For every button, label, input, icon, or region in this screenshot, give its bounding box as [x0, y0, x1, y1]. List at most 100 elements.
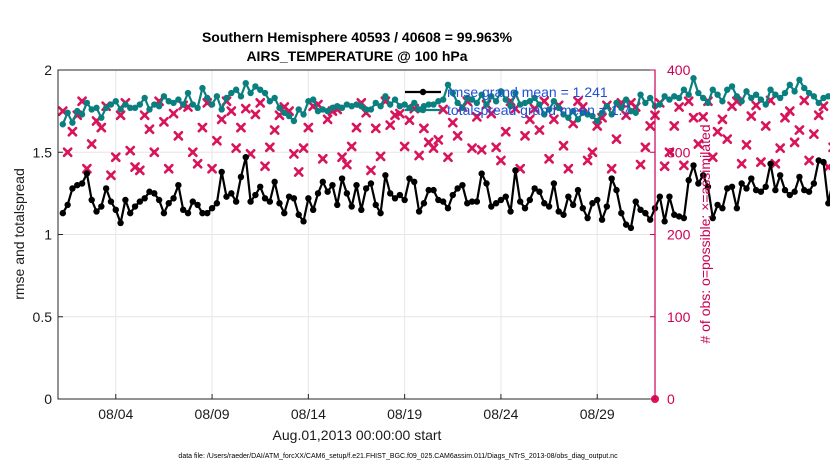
spread-point: [300, 111, 307, 118]
rmse-point: [767, 160, 774, 167]
spread-point: [473, 99, 481, 107]
obs-point-center: [479, 147, 484, 152]
spread-point: [507, 102, 514, 110]
rmse-point: [372, 201, 379, 209]
obs-point: [760, 121, 771, 131]
obs-point: [159, 116, 169, 127]
spread-point: [184, 89, 192, 97]
obs-point-center: [802, 98, 807, 103]
obs-point-center: [566, 166, 571, 171]
obs-point-center: [445, 154, 451, 160]
spread-point: [820, 94, 827, 102]
obs-point: [775, 143, 786, 154]
spread-point: [719, 98, 726, 105]
rmse-point: [762, 183, 769, 190]
obs-point-center: [94, 118, 99, 124]
obs-point-center: [691, 115, 696, 120]
obs-point: [428, 143, 439, 154]
rmse-point: [194, 201, 201, 209]
obs-point: [746, 111, 757, 121]
spread-point: [516, 101, 524, 108]
rmse-point: [59, 209, 67, 217]
rmse-point: [213, 200, 221, 207]
obs-point: [96, 122, 107, 133]
obs-point-center: [546, 156, 552, 162]
spread-point: [228, 89, 235, 97]
obs-point-center: [118, 113, 123, 118]
rmse-point: [757, 188, 765, 195]
spread-point: [367, 106, 375, 113]
spread-point: [271, 94, 278, 102]
obs-point-center: [686, 99, 691, 104]
obs-point-center: [421, 126, 427, 131]
obs-point: [688, 112, 699, 123]
spread-point: [281, 109, 288, 116]
spread-point: [695, 89, 702, 97]
obs-point-center: [306, 125, 311, 130]
obs-point: [216, 114, 227, 125]
spread-point: [772, 91, 779, 98]
obs-point: [577, 102, 588, 112]
y-tick-label: 2: [44, 62, 52, 78]
spread-point: [411, 99, 418, 107]
obs-point: [500, 126, 511, 137]
spread-point: [492, 98, 500, 105]
chart-subtitle: AIRS_TEMPERATURE @ 100 hPa: [246, 48, 467, 64]
obs-point: [491, 142, 502, 153]
spread-point: [521, 99, 529, 107]
rmse-point: [565, 193, 572, 200]
obs-point-center: [70, 129, 75, 134]
spread-point: [666, 96, 673, 103]
spread-point: [179, 101, 187, 108]
x-tick-label: 08/04: [98, 406, 133, 422]
spread-point: [637, 91, 644, 98]
spread-point: [223, 94, 230, 102]
spread-point: [579, 109, 586, 116]
y-tick-label-right: 400: [667, 62, 691, 78]
spread-point: [724, 86, 731, 93]
spread-point: [401, 101, 408, 108]
obs-point: [298, 143, 309, 154]
rmse-point: [69, 185, 76, 192]
spread-point: [131, 104, 139, 112]
spread-point: [699, 94, 707, 102]
obs-point: [534, 125, 545, 135]
obs-point: [563, 163, 574, 174]
spread-point: [805, 89, 813, 97]
rmse-point: [545, 203, 553, 210]
spread-point: [560, 111, 567, 118]
rmse-point: [733, 204, 741, 212]
obs-point: [337, 152, 347, 163]
obs-point-center: [676, 104, 682, 110]
rmse-point: [425, 186, 432, 194]
rmse-point: [704, 183, 712, 190]
left-series: [59, 75, 830, 232]
rmse-point: [314, 190, 322, 197]
spread-point: [555, 104, 562, 112]
obs-point: [226, 106, 237, 117]
rmse-point: [146, 188, 153, 195]
obs-point: [106, 170, 116, 181]
obs-point-center: [291, 151, 297, 157]
obs-point: [264, 142, 275, 153]
spread-point: [468, 96, 476, 103]
rmse-point: [579, 204, 586, 212]
spread-point: [550, 98, 558, 105]
rmse-point: [290, 195, 298, 202]
obs-point-center: [253, 112, 258, 117]
obs-point: [289, 148, 299, 159]
obs-point: [467, 143, 477, 154]
rmse-point: [488, 203, 495, 210]
obs-point-center: [749, 113, 754, 119]
rmse-point: [555, 208, 562, 215]
spread-point: [569, 107, 577, 115]
obs-point-center: [431, 145, 436, 151]
rmse-point: [353, 181, 360, 189]
obs-point: [250, 109, 261, 120]
spread-point: [358, 102, 365, 110]
rmse-point: [449, 191, 456, 199]
rmse-point: [584, 214, 591, 222]
spread-point: [69, 119, 76, 126]
obs-point: [293, 167, 304, 177]
